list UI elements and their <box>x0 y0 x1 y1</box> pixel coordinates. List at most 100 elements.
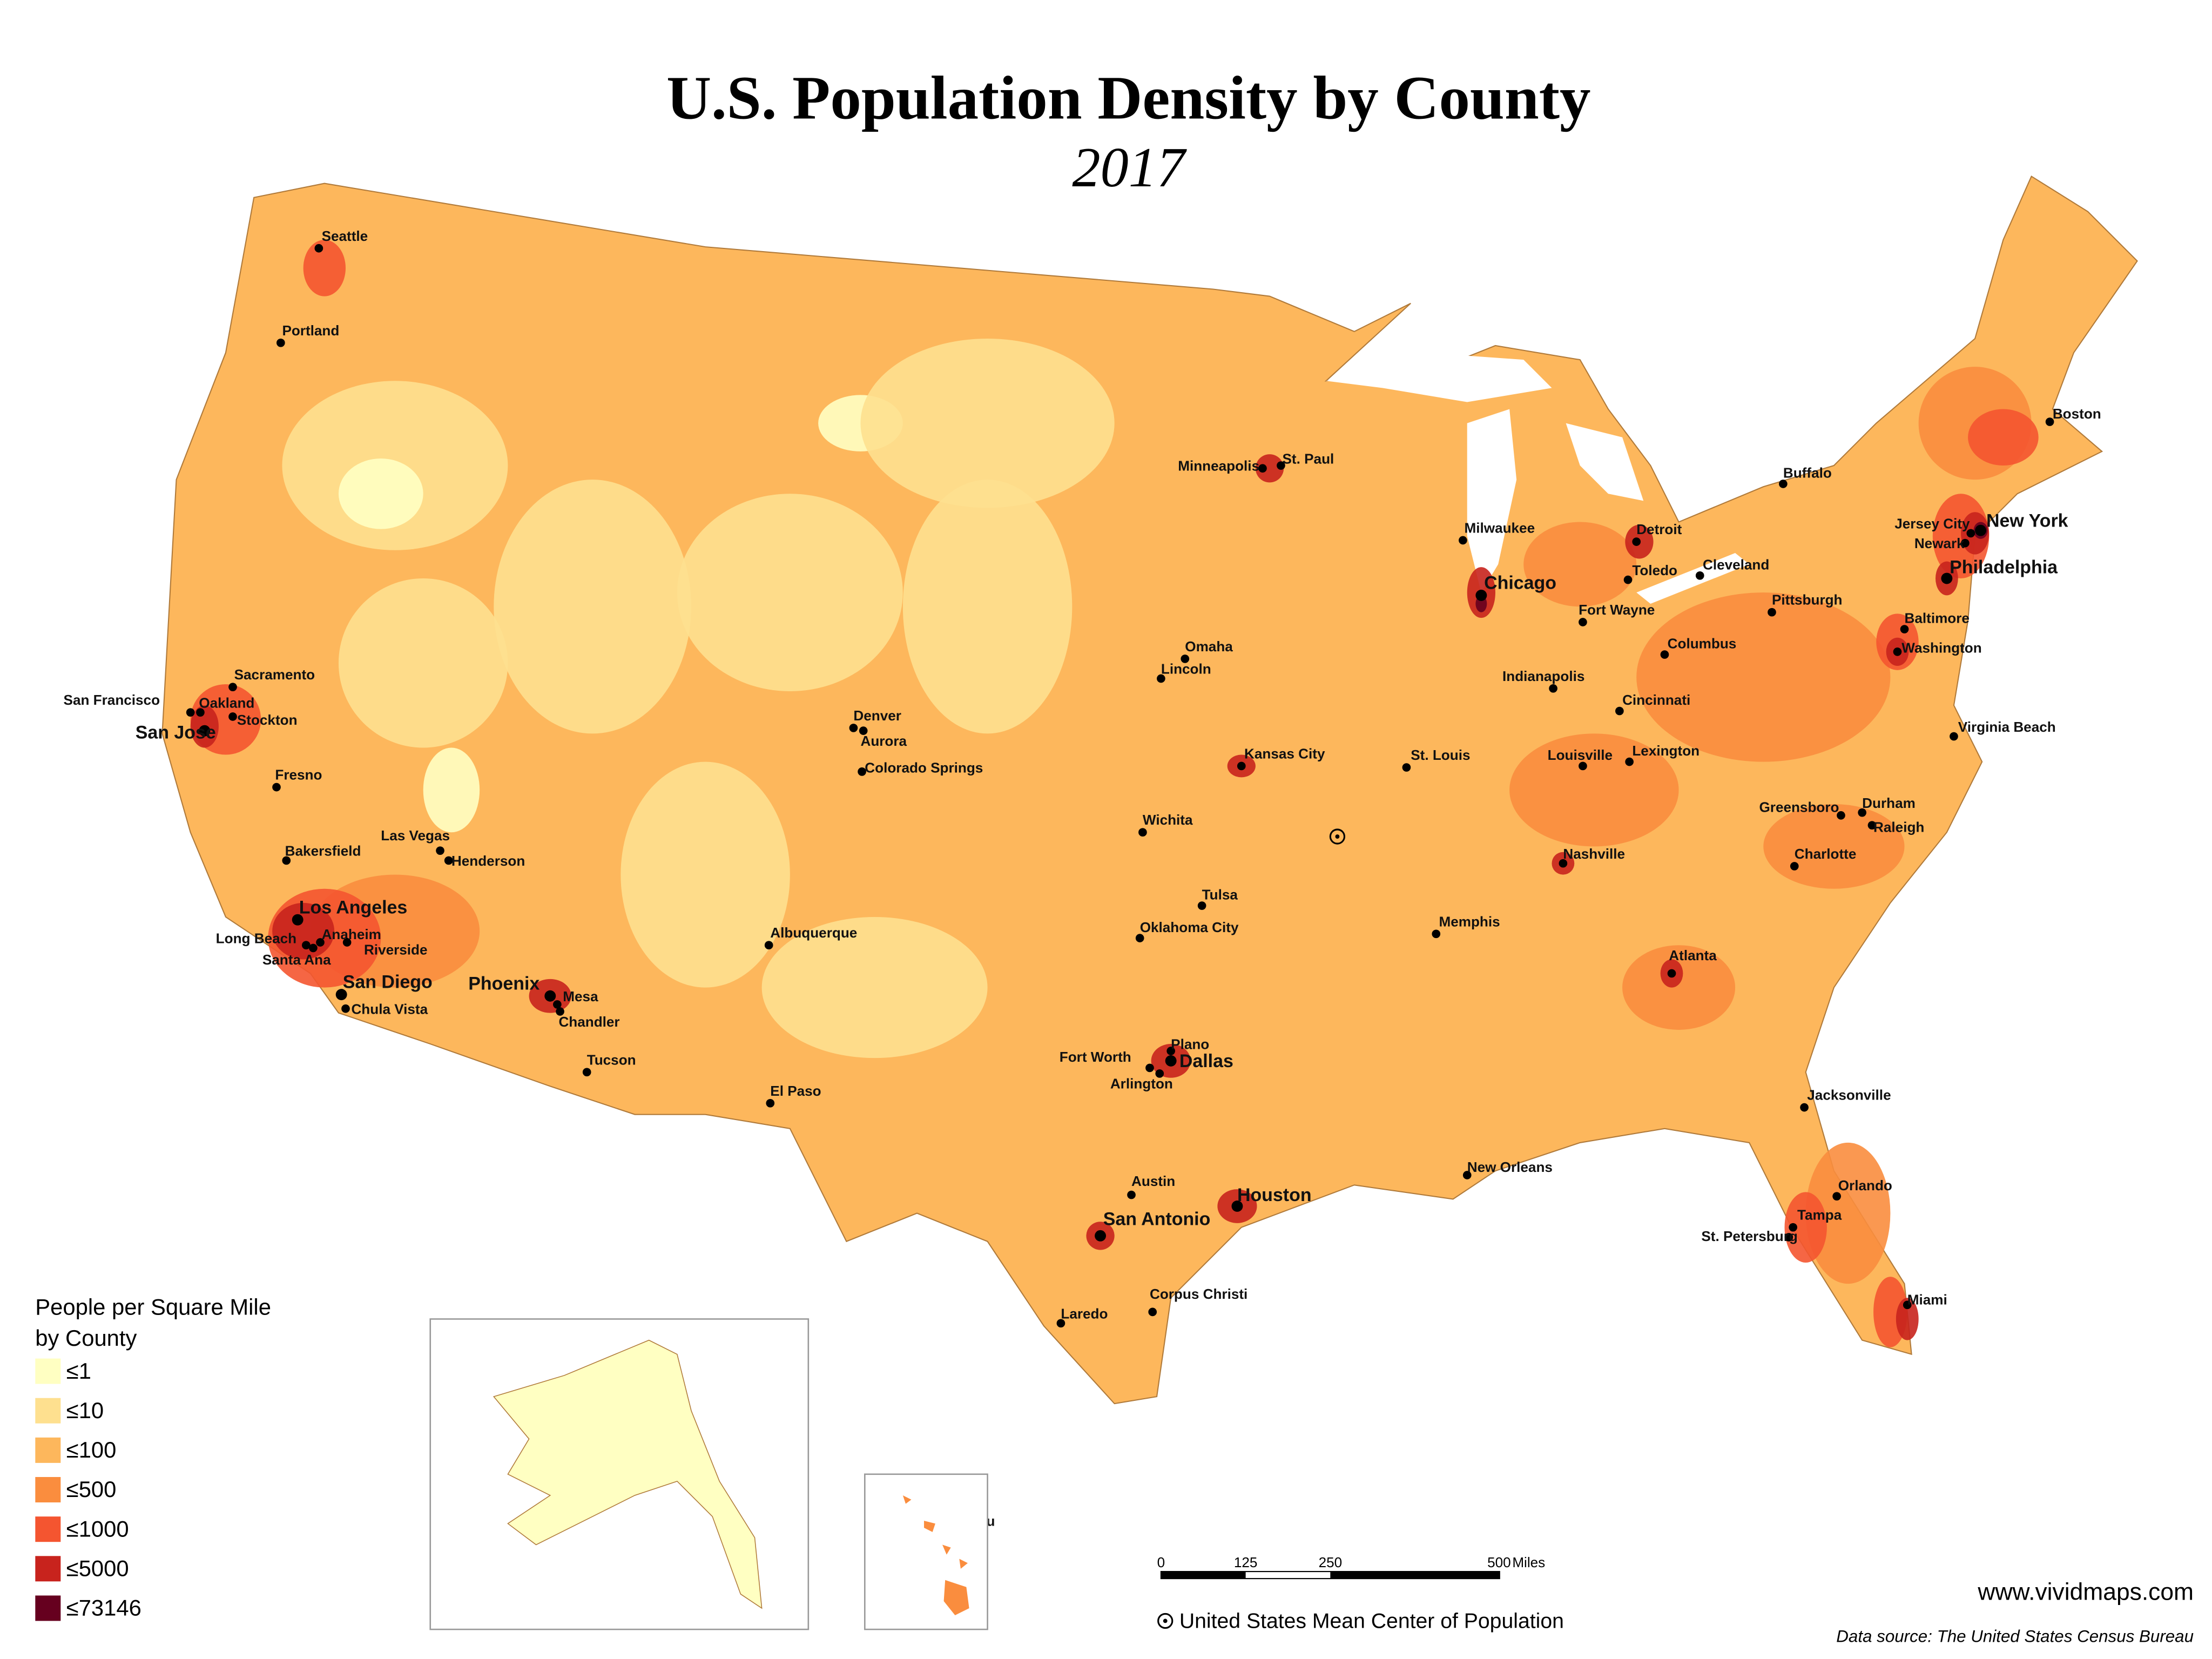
city-dot <box>849 724 858 732</box>
city-dot <box>228 683 237 691</box>
legend-swatch <box>35 1477 61 1503</box>
city-dot <box>1790 862 1799 871</box>
city-label: Memphis <box>1439 913 1500 929</box>
legend-swatch <box>35 1595 61 1621</box>
legend-swatch <box>35 1516 61 1542</box>
alaska-shape <box>493 1339 763 1609</box>
city-dot <box>272 783 281 792</box>
legend: People per Square Mile by County ≤1 ≤10 ≤1… <box>35 1294 271 1621</box>
city-dot <box>1166 1047 1175 1055</box>
density-area <box>1523 522 1637 607</box>
hawaii-inset <box>864 1473 988 1630</box>
city-label: Cincinnati <box>1622 692 1690 708</box>
city-dot <box>1549 684 1557 693</box>
city-dot <box>1135 934 1144 942</box>
city-dot <box>436 846 444 855</box>
city-label: Baltimore <box>1905 610 1970 626</box>
city-label: San Antonio <box>1103 1209 1211 1230</box>
legend-label: ≤1 <box>66 1358 91 1384</box>
city-dot <box>1837 811 1845 820</box>
city-label: Greensboro <box>1759 799 1839 815</box>
city-label: Tulsa <box>1202 887 1238 903</box>
lake-michigan <box>1467 409 1517 593</box>
city-label: Tucson <box>587 1051 636 1068</box>
city-label: Toledo <box>1632 562 1677 578</box>
city-dot <box>1181 655 1190 663</box>
city-label: Fort Worth <box>1060 1049 1131 1065</box>
city-dot <box>1462 1171 1472 1179</box>
city-dot <box>302 941 311 950</box>
city-dot <box>1779 480 1788 488</box>
city-label: Chicago <box>1484 572 1556 593</box>
density-areas <box>190 240 2039 1347</box>
city-label: Tampa <box>1797 1207 1842 1223</box>
city-dot <box>1961 538 1970 548</box>
city-dot <box>1941 572 1953 584</box>
city-dot <box>1237 761 1246 771</box>
mean-center-note: United States Mean Center of Population <box>1179 1609 1564 1633</box>
city-label: St. Louis <box>1411 747 1470 763</box>
density-area <box>1896 1298 1919 1340</box>
city-dot <box>553 1000 562 1009</box>
city-label: Charlotte <box>1795 846 1857 862</box>
city-dot <box>186 708 195 717</box>
city-label: Fort Wayne <box>1579 602 1655 618</box>
city-label: San Francisco <box>64 692 160 708</box>
density-area <box>338 458 423 529</box>
city-label: Omaha <box>1185 638 1233 655</box>
city-label: Colorado Springs <box>865 760 983 776</box>
city-label: Houston <box>1237 1185 1312 1205</box>
city-dot <box>1768 608 1776 617</box>
density-area <box>1636 592 1891 762</box>
city-dot <box>1402 763 1411 772</box>
density-area <box>902 480 1073 734</box>
city-dot <box>1459 536 1467 545</box>
city-label: Washington <box>1901 640 1981 656</box>
city-dot <box>1231 1201 1243 1212</box>
density-area <box>1784 1192 1827 1263</box>
city-label: Jacksonville <box>1807 1087 1891 1103</box>
city-dot <box>1148 1307 1157 1317</box>
city-dot <box>341 1004 350 1013</box>
legend-label: ≤100 <box>66 1437 117 1462</box>
city-label: Las Vegas <box>381 827 450 844</box>
city-label: Oklahoma City <box>1140 919 1239 935</box>
scale-label: 125 <box>1234 1554 1258 1570</box>
city-dot <box>1789 1223 1797 1232</box>
city-dot <box>1095 1230 1106 1242</box>
city-dot <box>1056 1319 1065 1328</box>
city-label: Henderson <box>451 853 525 869</box>
city-dot <box>199 725 211 737</box>
density-area <box>761 916 988 1058</box>
city-dot <box>1157 674 1165 683</box>
city-label: Lexington <box>1632 743 1700 759</box>
city-label: Plano <box>1171 1036 1209 1053</box>
city-dot <box>1579 761 1587 771</box>
city-label: Anaheim <box>322 926 381 942</box>
city-dot <box>1632 537 1641 546</box>
city-dot <box>342 938 352 947</box>
city-label: Corpus Christi <box>1150 1286 1247 1302</box>
hawaii-shape <box>902 1495 969 1616</box>
city-dot <box>1667 969 1676 978</box>
city-dot <box>582 1068 591 1077</box>
city-dot <box>2045 417 2054 426</box>
title: U.S. Population Density by County <box>666 63 1590 132</box>
city-label: Chula Vista <box>351 1001 428 1017</box>
density-area <box>1805 1142 1891 1284</box>
lake-huron <box>1566 423 1644 501</box>
legend-label: ≤5000 <box>66 1555 129 1581</box>
city-label: Columbus <box>1668 636 1737 652</box>
city-dot <box>1858 808 1866 817</box>
city-dot <box>1660 650 1669 659</box>
city-label: Stockton <box>237 712 298 728</box>
city-dot <box>1832 1192 1841 1201</box>
city-dot <box>764 941 773 950</box>
city-label: Detroit <box>1636 521 1682 537</box>
city-label: Virginia Beach <box>1958 719 2056 735</box>
city-dot <box>859 726 868 735</box>
city-label: Indianapolis <box>1502 668 1584 684</box>
city-label: New York <box>1986 510 2068 531</box>
density-area <box>303 240 346 296</box>
city-label: Minneapolis <box>1178 458 1259 474</box>
